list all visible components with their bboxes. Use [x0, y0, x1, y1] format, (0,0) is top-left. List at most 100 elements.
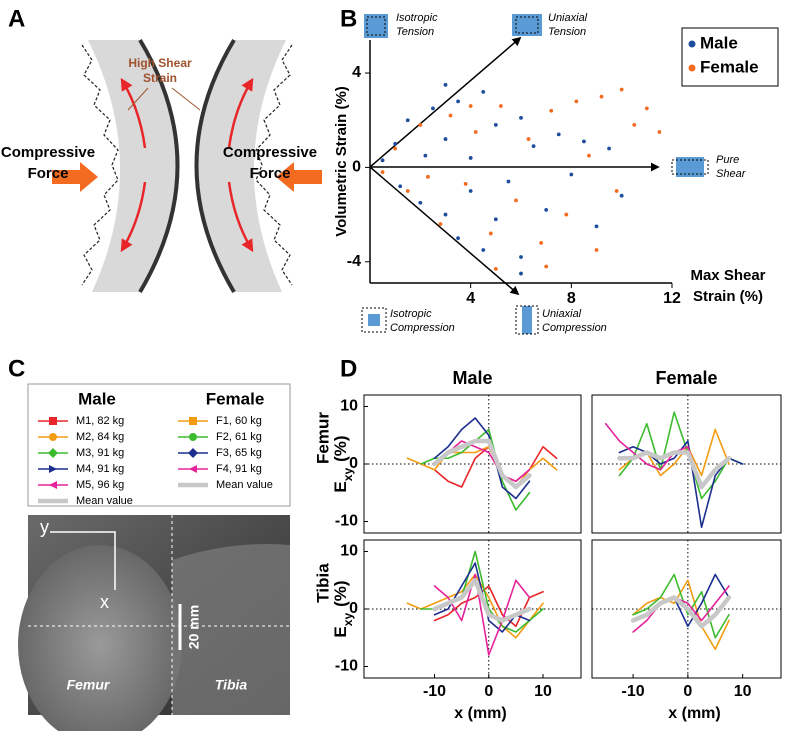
point: [539, 240, 544, 245]
point: [493, 123, 498, 127]
row-label: Tibia: [313, 563, 332, 603]
legend-label: F1, 60 kg: [216, 415, 262, 427]
legend-marker: [188, 448, 198, 458]
direction-arrow: [369, 166, 520, 296]
y-axis-label: Exy (%): [331, 580, 355, 637]
tibia-shape: [172, 544, 290, 715]
y-axis-label-part: (%): [331, 580, 350, 606]
series-line: [632, 579, 730, 651]
panel-label: C: [8, 355, 25, 382]
legend-marker: [49, 433, 57, 441]
shear-arrow: [120, 77, 147, 149]
shear-label: Strain: [143, 71, 177, 85]
series-line: [618, 411, 744, 500]
point: [443, 137, 448, 141]
icon: [364, 14, 388, 38]
legend-label: F4, 91 kg: [216, 463, 262, 475]
point: [418, 123, 423, 127]
y-tick-label: 0: [349, 600, 358, 617]
point: [594, 224, 599, 229]
right-surface: [194, 38, 236, 294]
point: [599, 94, 604, 99]
point: [405, 189, 410, 193]
legend-marker: [49, 417, 57, 425]
point: [481, 248, 486, 252]
legend-marker: [688, 40, 696, 48]
point: [632, 123, 637, 127]
x-axis-label: x (mm): [668, 705, 720, 722]
point: [443, 212, 448, 217]
point: [380, 170, 385, 175]
y-tick-label: 10: [340, 543, 358, 560]
legend-marker: [189, 433, 197, 441]
y-tick-label: 0: [349, 455, 358, 472]
annotation: Shear: [716, 168, 747, 180]
row-label: Femur: [313, 412, 332, 464]
point: [587, 153, 591, 158]
legend-marker: [48, 448, 58, 458]
y-tick-label: -10: [335, 658, 358, 675]
series-line: [630, 595, 732, 629]
point: [463, 182, 468, 186]
shear-arrow: [227, 181, 254, 253]
legend-label: M4, 91 kg: [76, 463, 124, 475]
point: [456, 99, 460, 104]
y-axis-label-part: xy: [341, 468, 355, 482]
plot-frame: [591, 539, 782, 679]
point: [498, 104, 503, 108]
left-surface: [138, 38, 180, 294]
point: [438, 222, 443, 226]
point: [657, 130, 662, 134]
x-tick-label: -10: [622, 683, 645, 700]
y-tick-label: 10: [340, 398, 358, 415]
series-line: [433, 417, 531, 500]
x-axis-label: Strain (%): [693, 288, 763, 305]
x-tick-label: 0: [484, 683, 493, 700]
icon: [512, 14, 542, 36]
femur-shape: [18, 545, 182, 731]
y-axis-label-part: xy: [341, 613, 355, 627]
point: [549, 108, 554, 113]
y-axis-label-part: (%): [331, 435, 350, 461]
point: [473, 130, 478, 134]
shear-arrow: [227, 77, 254, 149]
point: [423, 153, 428, 158]
annotation: Tension: [396, 26, 434, 38]
point: [569, 172, 574, 177]
point: [519, 255, 523, 259]
legend-label: F3, 65 kg: [216, 447, 262, 459]
y-axis-label-part: E: [331, 626, 350, 637]
plot-frame: [363, 394, 582, 534]
point: [393, 146, 398, 151]
legend-label: F2, 61 kg: [216, 431, 262, 443]
legend-label: Female: [700, 57, 759, 76]
icon: [515, 16, 539, 34]
x-tick-label: 10: [534, 683, 552, 700]
point: [531, 144, 536, 149]
icon: [515, 305, 539, 335]
legend-marker: [49, 465, 57, 473]
force-label: Compressive: [223, 144, 317, 161]
point: [468, 156, 473, 160]
force-arrow: [52, 162, 98, 192]
plot-frame: [363, 539, 582, 679]
x-tick-label: 8: [567, 290, 576, 307]
point: [607, 146, 611, 151]
legend-marker: [189, 417, 197, 425]
force-label: Compressive: [1, 144, 95, 161]
leader: [127, 87, 149, 111]
point: [405, 118, 410, 123]
panel-label: B: [340, 5, 357, 32]
point: [493, 217, 498, 222]
point: [519, 271, 523, 276]
point: [644, 106, 649, 111]
annotation: Pure: [716, 154, 739, 166]
legend: Male M1, 82 kg M2, 84 kg M3, 91 kg M4, 91 kg…: [38, 389, 273, 507]
column-title: Female: [655, 368, 717, 388]
legend-label: M3, 91 kg: [76, 447, 124, 459]
point: [443, 82, 448, 87]
bone-label: Femur: [67, 677, 111, 693]
force-label: Force: [250, 165, 291, 182]
y-tick-label: -4: [347, 253, 361, 270]
point: [514, 198, 518, 203]
